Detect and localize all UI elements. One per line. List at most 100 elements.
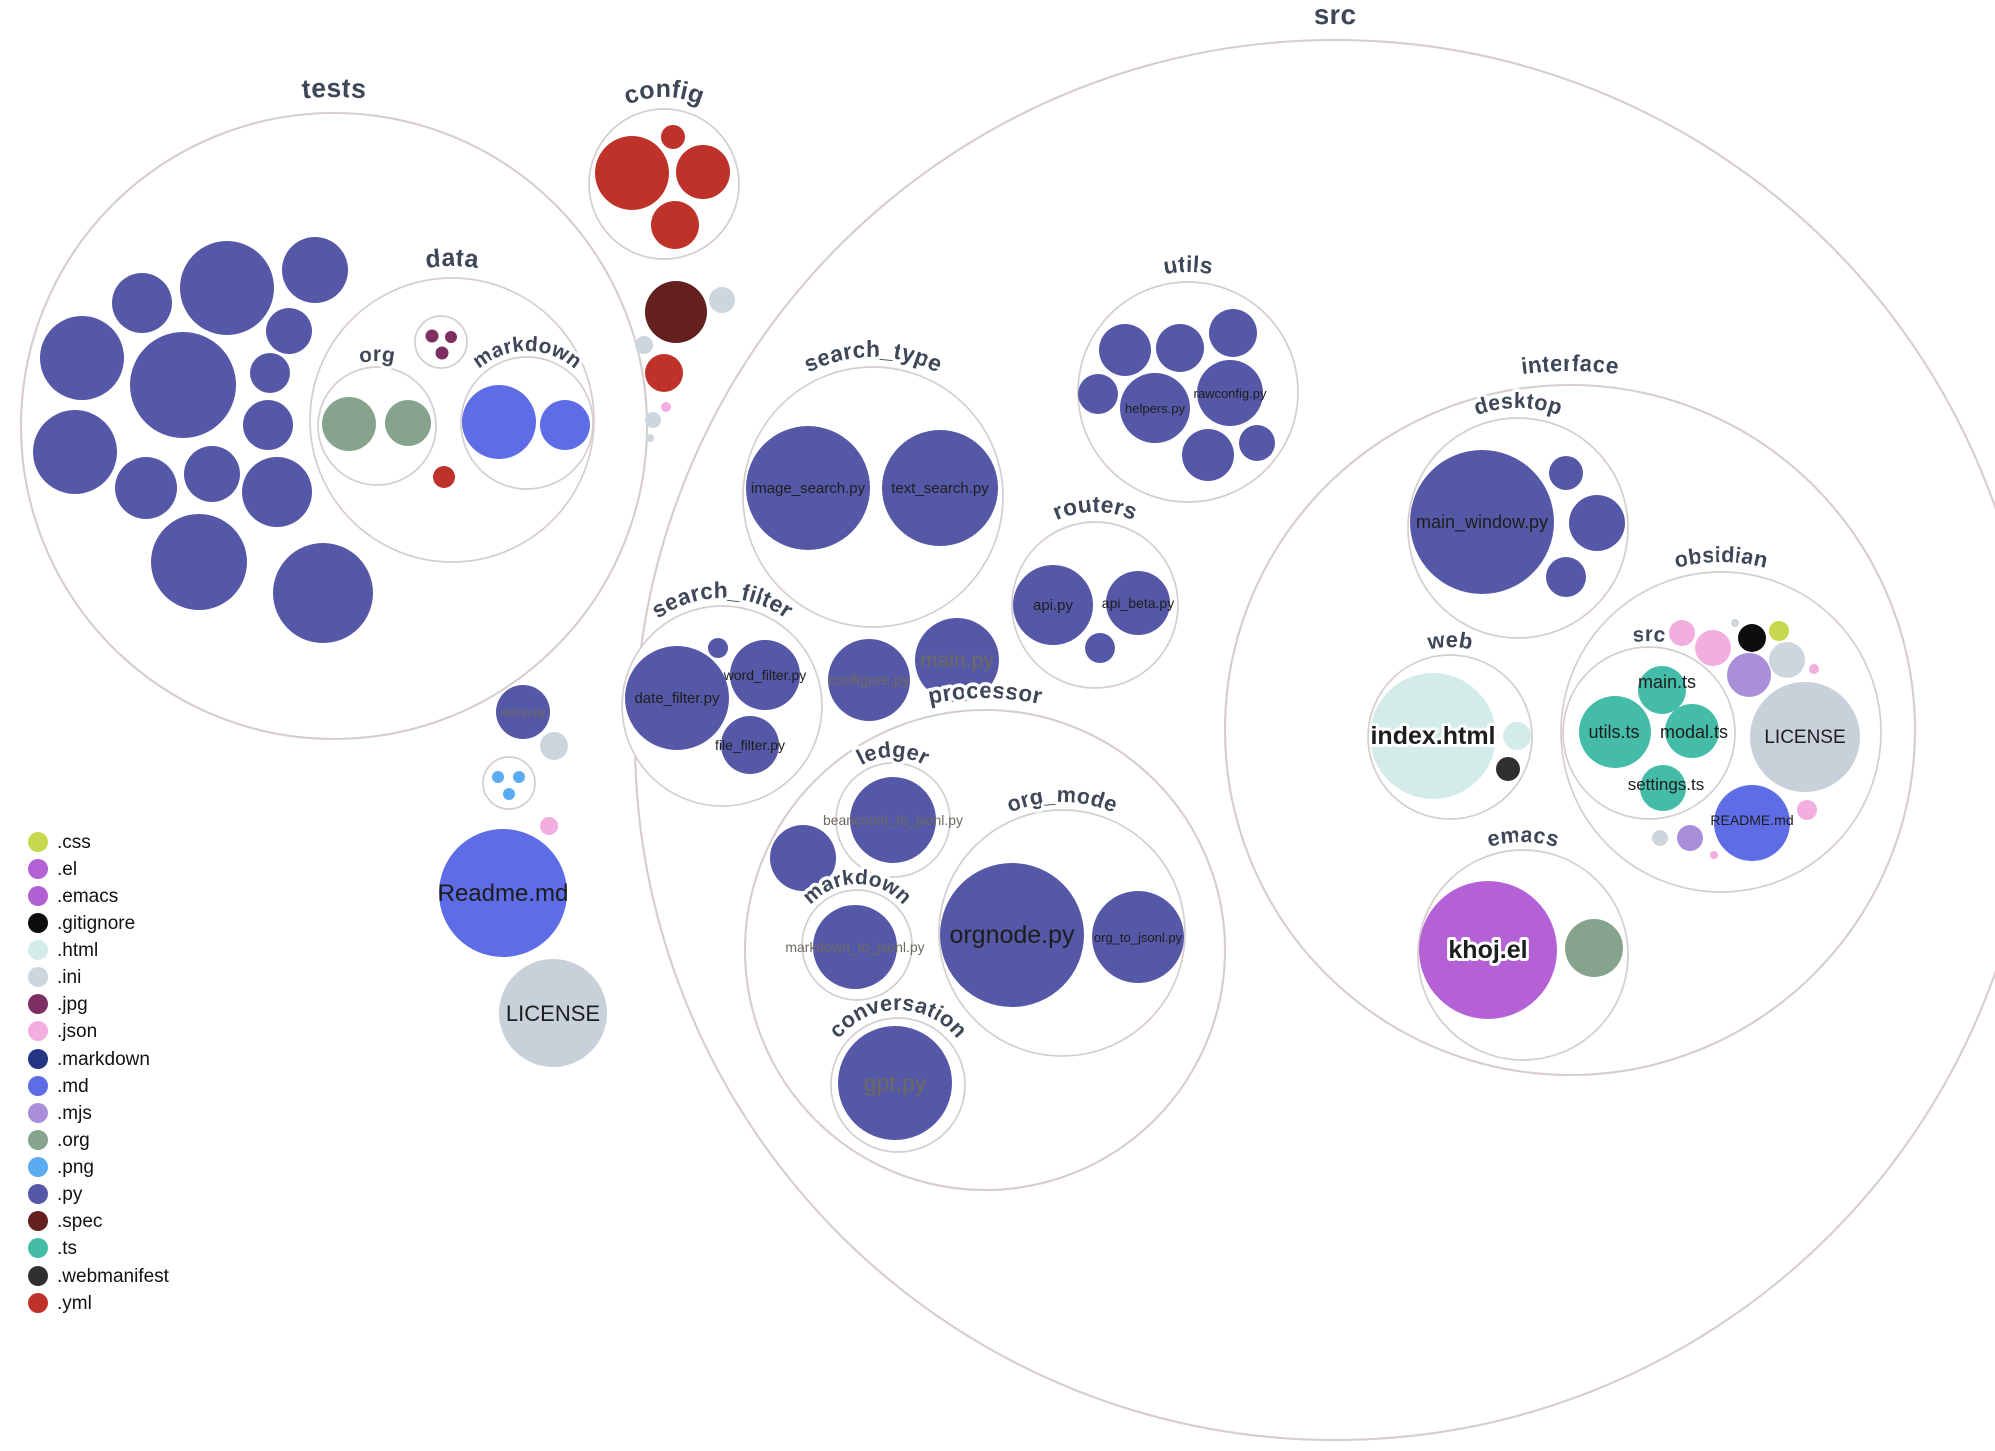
legend-swatch-yml <box>28 1293 48 1313</box>
legend-swatch-html <box>28 940 48 960</box>
orgnode-py-file-label: orgnode.py <box>949 921 1075 949</box>
py-file-circle <box>708 638 728 658</box>
legend-swatch-org <box>28 1130 48 1150</box>
jpg-file-circle <box>445 331 457 343</box>
json-file-circle <box>1669 620 1695 646</box>
license-file-circle <box>499 959 607 1067</box>
mjs-file-circle <box>1677 825 1703 851</box>
org-file-circle <box>1565 919 1623 977</box>
legend-swatch-ts <box>28 1238 48 1258</box>
data-folder-label: data <box>424 244 481 274</box>
ini-file-circle <box>709 287 735 313</box>
legend-swatch-md <box>28 1076 48 1096</box>
legend-label-org: .org <box>57 1130 90 1151</box>
obsidian-readme-md-file-label: README.md <box>1710 812 1793 828</box>
org-folder-label: org <box>357 343 396 368</box>
legend-label-gitignore: .gitignore <box>57 913 135 934</box>
yml-file-circle <box>645 354 683 392</box>
license-file-label: LICENSE <box>506 1001 600 1026</box>
obsidian-src-folder-label: src <box>1631 623 1666 647</box>
utils-folder <box>1077 281 1299 503</box>
png-file-circle <box>513 771 525 783</box>
obsidian-readme-md-file-circle <box>1714 785 1790 861</box>
org-to-jsonl-py-file-label: org_to_jsonl.py <box>1094 930 1183 945</box>
processor-folder <box>743 708 1227 1192</box>
beancount-to-jsonl-py-file-circle <box>850 777 936 863</box>
legend-label-spec: .spec <box>57 1211 102 1232</box>
text-search-py-file-circle <box>882 430 998 546</box>
root-files <box>439 281 735 1067</box>
legend-swatch-mjs <box>28 1103 48 1123</box>
setup-py-file-circle <box>496 685 550 739</box>
legend-label-md: .md <box>57 1076 89 1097</box>
legend-swatch-json <box>28 1021 48 1041</box>
helpers-py-file-label: helpers.py <box>1125 401 1185 416</box>
rawconfig-py-file-label: rawconfig.py <box>1194 386 1267 401</box>
py-file-circle <box>115 457 177 519</box>
gpt-py-file-label: gpt.py <box>864 1070 927 1096</box>
utils-ts-file-circle <box>1579 696 1651 768</box>
legend-label-mjs: .mjs <box>57 1103 92 1124</box>
mjs-file-circle <box>1727 653 1771 697</box>
ini-file-circle <box>540 732 568 760</box>
image-search-py-file-label: image_search.py <box>751 480 866 497</box>
json-file-circle <box>1695 630 1731 666</box>
legend-label-ts: .ts <box>57 1238 77 1259</box>
py-file-circle <box>1182 429 1234 481</box>
py-file-circle <box>40 316 124 400</box>
org-file-circle <box>322 397 376 451</box>
yml-file-circle <box>595 136 669 210</box>
text-search-py-file-label: text_search.py <box>891 480 989 497</box>
md-file-circle <box>540 400 590 450</box>
py-file-circle <box>770 825 836 891</box>
org-to-jsonl-py-file-circle <box>1092 891 1184 983</box>
modal-ts-file-circle <box>1665 704 1719 758</box>
yml-file-circle <box>676 145 730 199</box>
tests-files <box>33 237 373 643</box>
py-file-circle <box>1569 495 1625 551</box>
py-file-circle <box>151 514 247 610</box>
py-file-circle <box>130 332 236 438</box>
config-files <box>595 125 730 249</box>
legend-label-html: .html <box>57 940 98 961</box>
index-html-file-label: index.html <box>1370 722 1495 750</box>
data-folder <box>309 277 595 563</box>
main-window-py-file-label: main_window.py <box>1416 512 1548 533</box>
py-file-circle <box>1239 425 1275 461</box>
routers-folder-circle <box>1011 521 1179 689</box>
py-file-circle <box>250 353 290 393</box>
image-search-py-file-circle <box>746 426 870 550</box>
legend-swatch-spec <box>28 1211 48 1231</box>
ini-file-circle <box>646 434 654 442</box>
api-beta-py-file-label: api_beta.py <box>1102 595 1174 611</box>
ini-file-circle <box>1769 642 1805 678</box>
file-filter-py-file-circle <box>721 716 779 774</box>
html-file-circle <box>1503 722 1531 750</box>
word-filter-py-file-label: word_filter.py <box>723 667 806 683</box>
search-type-folder <box>742 366 1004 628</box>
api-py-file-label: api.py <box>1033 597 1074 614</box>
khoj-el-file-circle <box>1419 881 1557 1019</box>
beancount-to-jsonl-py-file-label: beancount_to_jsonl.py <box>823 812 963 828</box>
markdown-to-jsonl-py-file-circle <box>813 905 897 989</box>
ini-file-circle <box>1731 619 1739 627</box>
webmanifest-file-circle <box>1496 757 1520 781</box>
utils-ts-file-label: utils.ts <box>1588 722 1639 742</box>
rawconfig-py-file-circle <box>1197 360 1263 426</box>
png-file-circle <box>492 771 504 783</box>
json-file-circle <box>540 817 558 835</box>
legend-label-yml: .yml <box>57 1293 92 1314</box>
api-beta-py-file-circle <box>1106 571 1170 635</box>
obsidian-license-file-circle <box>1750 682 1860 792</box>
png-file-circle <box>503 788 515 800</box>
yml-file-circle <box>661 125 685 149</box>
yml-file-circle <box>651 201 699 249</box>
readme-md-file-label: Readme.md <box>438 880 569 907</box>
css-file-circle <box>1769 621 1789 641</box>
tests-folder-label: tests <box>301 73 368 104</box>
legend-swatch-css <box>28 832 48 852</box>
ini-file-circle <box>645 412 661 428</box>
legend-label-jpg: .jpg <box>57 994 88 1015</box>
org-file-circle <box>385 400 431 446</box>
